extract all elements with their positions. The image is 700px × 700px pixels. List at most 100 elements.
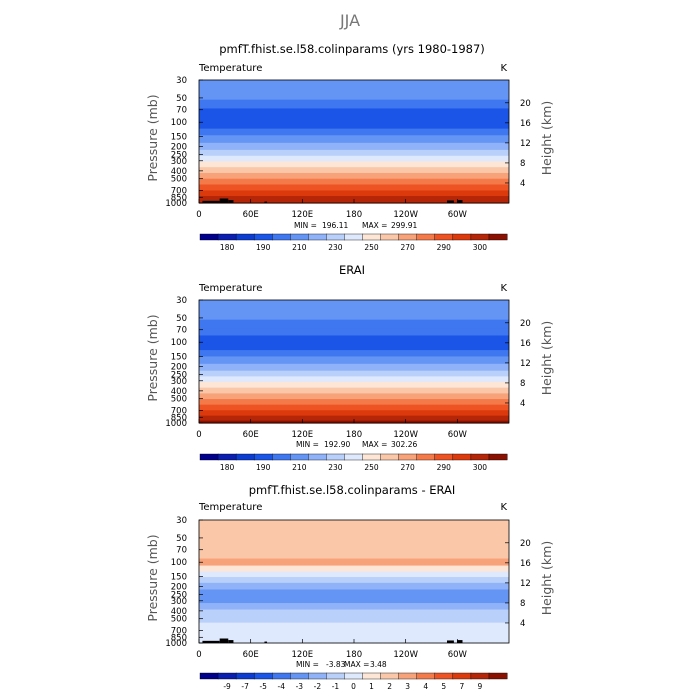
colorbar-label: 4 [423, 682, 428, 691]
topography-mask [447, 640, 454, 643]
y-tick-label: 250 [171, 370, 187, 380]
colorbar-swatch [199, 233, 219, 241]
contour-band [199, 387, 509, 394]
contour-band [199, 161, 509, 168]
y-tick-label: 400 [171, 387, 187, 397]
colorbar-swatch [326, 453, 345, 461]
contour-band [199, 525, 509, 537]
panel-left-label: Temperature [198, 283, 262, 294]
contour-band [199, 307, 509, 321]
y-tick-label: 300 [171, 157, 187, 167]
colorbar-label: 3 [405, 682, 410, 691]
y2-tick-label: 16 [520, 339, 531, 349]
panel-left-label: Temperature [198, 502, 262, 513]
colorbar-swatch [235, 233, 255, 241]
min-value: 196.11 [322, 221, 348, 230]
colorbar-swatch [380, 233, 400, 241]
y-tick-label: 850 [171, 193, 187, 203]
topography-mask [202, 200, 220, 203]
colorbar-swatch [253, 233, 273, 241]
topography-mask [228, 200, 234, 203]
x-tick-label: 0 [196, 650, 201, 660]
panel-left-label: Temperature [198, 63, 262, 74]
colorbar-label: 300 [473, 463, 488, 472]
contour-band [199, 410, 509, 417]
y-tick-label: 700 [171, 406, 187, 416]
colorbar-swatch [217, 233, 237, 241]
colorbar-label: -9 [223, 682, 231, 691]
colorbar-label: 230 [328, 243, 343, 252]
colorbar-swatch [434, 453, 454, 461]
contour-band [199, 115, 509, 123]
y-tick-label: 100 [171, 558, 187, 568]
topography-mask [202, 640, 220, 643]
colorbar-label: 190 [256, 463, 271, 472]
min-max-line: MIN = 196.11 MAX = 299.91 [294, 221, 417, 230]
x-tick-label: 60W [448, 210, 468, 220]
contour-band [199, 393, 509, 400]
y-tick-label: 300 [171, 597, 187, 607]
colorbar-label: 270 [401, 463, 416, 472]
y2-tick-label: 12 [520, 139, 531, 149]
topography-mask [219, 638, 229, 643]
contour-band [199, 335, 509, 344]
colorbar-swatch [308, 453, 327, 461]
contour-band [199, 184, 509, 192]
contour-band [199, 122, 509, 130]
contour-band [199, 609, 509, 617]
x-tick-label: 180 [346, 210, 362, 220]
y-tick-label: 850 [171, 413, 187, 423]
y2-tick-label: 20 [520, 539, 531, 549]
y2-tick-label: 12 [520, 359, 531, 369]
contour-band [199, 87, 509, 101]
colorbar-label: 250 [364, 463, 379, 472]
y2-tick-label: 8 [520, 379, 525, 389]
contour-band [199, 190, 509, 197]
y-tick-label: 150 [171, 352, 187, 362]
y-tick-label: 500 [171, 395, 187, 405]
y-tick-label: 100 [171, 118, 187, 128]
max-label: MAX = [344, 660, 369, 669]
contour-band [199, 178, 509, 186]
x-tick-label: 120W [393, 210, 418, 220]
y-tick-label: 400 [171, 167, 187, 177]
colorbar-label: 290 [437, 463, 452, 472]
colorbar-swatch [416, 453, 436, 461]
contour-band [199, 99, 509, 110]
colorbar-swatch [217, 672, 237, 680]
y2-tick-label: 16 [520, 119, 531, 129]
contour-band [199, 328, 509, 337]
contour-band [199, 343, 509, 351]
min-max-line: MIN = -3.83 MAX = 3.48 [296, 660, 387, 669]
colorbar-label: 210 [292, 243, 307, 252]
colorbar-swatch [217, 453, 237, 461]
colorbar-label: 300 [473, 243, 488, 252]
colorbar-swatch [452, 233, 472, 241]
colorbar-swatch [308, 233, 327, 241]
max-value: 302.26 [391, 440, 417, 449]
y-tick-label: 30 [176, 516, 187, 526]
min-label: MIN = [294, 221, 317, 230]
colorbar: -9 -7 -5 -4 -3 -2 -1 0 1 2 3 4 5 7 9 [199, 672, 508, 691]
colorbar-label: -2 [314, 682, 322, 691]
contour-band [199, 381, 509, 389]
colorbar-swatch [326, 672, 345, 680]
colorbar-label: 5 [441, 682, 446, 691]
colorbar-swatch [344, 453, 364, 461]
panel-title: ERAI [339, 263, 365, 277]
colorbar-swatch [488, 453, 508, 461]
y2-tick-label: 20 [520, 99, 531, 109]
min-label: MIN = [296, 440, 319, 449]
y-tick-label: 200 [171, 363, 187, 373]
contour-band [199, 565, 509, 573]
colorbar-label: 290 [437, 243, 452, 252]
colorbar: 180 190 210 230 250 270 290 300 [199, 233, 508, 252]
min-max-line: MIN = 192.90 MAX = 302.26 [296, 440, 417, 449]
colorbar-swatch [416, 233, 436, 241]
y-tick-label: 500 [171, 175, 187, 185]
figure-title: JJA [339, 11, 360, 30]
contour-band [199, 558, 509, 567]
y2-tick-label: 4 [520, 399, 525, 409]
colorbar-swatch [344, 672, 364, 680]
